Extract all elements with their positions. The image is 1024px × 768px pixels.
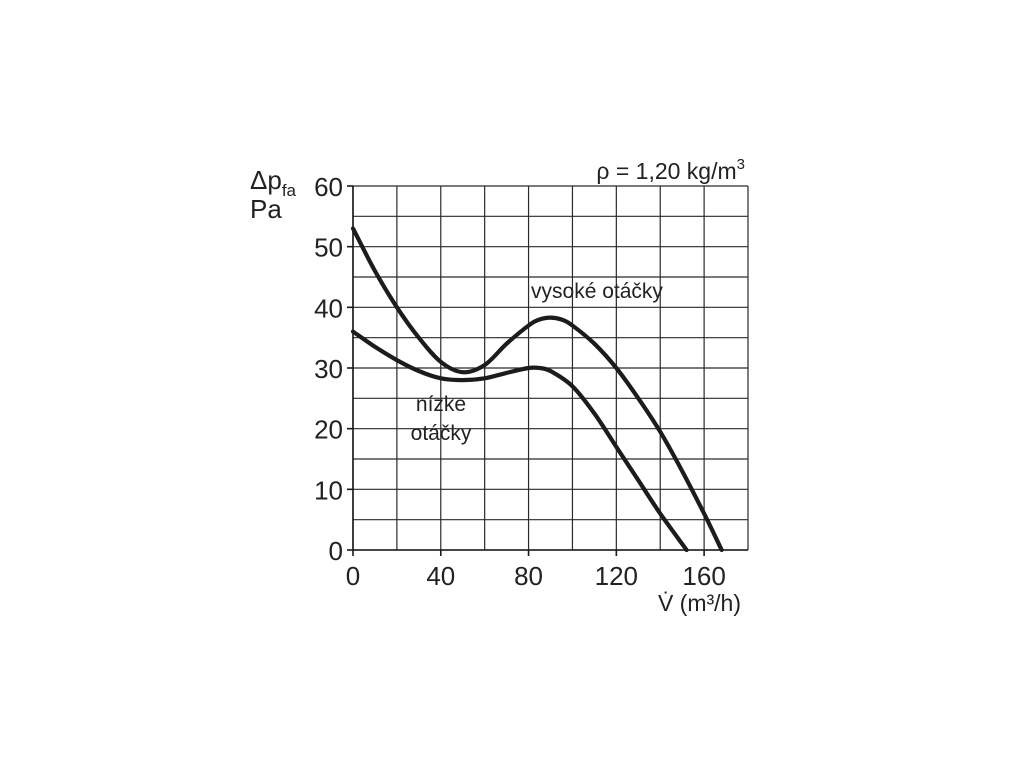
x-axis-label: V̇ (m³/h) (658, 590, 741, 616)
series-label-high-speed: vysoké otáčky (531, 280, 663, 303)
x-tick-label: 40 (426, 561, 455, 591)
series-line-high-speed (350, 226, 724, 553)
x-tick-label: 160 (682, 561, 725, 591)
y-tick-label: 20 (314, 415, 343, 445)
y-tick-label: 0 (329, 536, 343, 566)
y-tick-label: 10 (314, 475, 343, 505)
curves (350, 226, 724, 553)
y-tick-label: 40 (314, 293, 343, 323)
tick-labels: 0 10 20 30 40 50 60 0 40 80 120 160 (314, 172, 726, 591)
y-tick-label: 30 (314, 354, 343, 384)
density-note: ρ = 1,20 kg/m3 (596, 156, 745, 184)
grid (347, 185, 749, 556)
series-label-low-speed-line1: nízke (416, 393, 466, 416)
x-tick-label: 0 (346, 561, 360, 591)
series-label-low-speed-line2: otáčky (411, 422, 472, 445)
x-tick-label: 120 (595, 561, 638, 591)
series-line-low-speed (350, 329, 689, 553)
y-tick-label: 50 (314, 233, 343, 263)
y-tick-label: 60 (314, 172, 343, 202)
y-axis-label: Δpfa (250, 165, 297, 200)
y-axis-unit: Pa (250, 194, 282, 224)
x-tick-label: 80 (514, 561, 543, 591)
